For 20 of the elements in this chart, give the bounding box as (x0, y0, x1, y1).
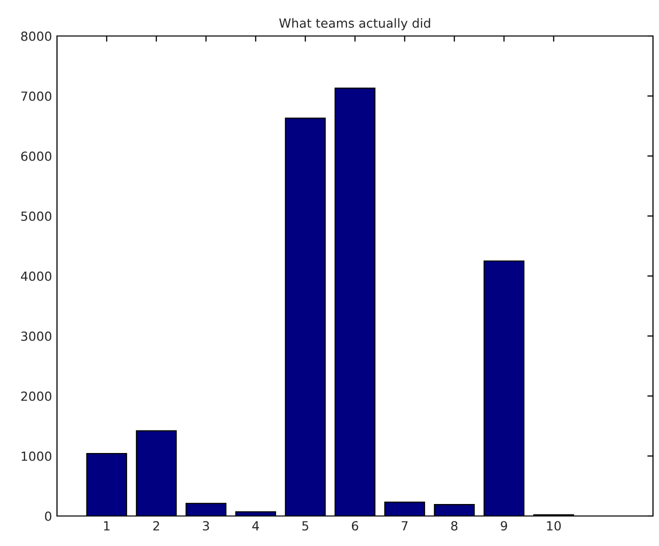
y-tick-label: 3000 (21, 331, 52, 341)
x-tick-label: 1 (104, 521, 110, 530)
y-tick-label: 0 (45, 511, 52, 521)
y-tick-label: 2000 (21, 391, 52, 401)
x-tick-label: 10 (547, 521, 561, 531)
x-tick-label: 7 (402, 521, 408, 530)
chart-title: What teams actually did (279, 18, 430, 30)
x-tick-label: 5 (302, 521, 308, 531)
y-tick-label: 4000 (20, 271, 52, 281)
y-tick-label: 8000 (21, 31, 52, 41)
y-tick-label: 1000 (22, 451, 52, 461)
x-tick-label: 9 (500, 521, 508, 531)
x-tick-label: 6 (352, 521, 358, 531)
y-tick-label: 7000 (21, 91, 52, 101)
x-tick-label: 3 (202, 521, 209, 531)
x-tick-label: 4 (252, 521, 259, 530)
x-tick-label: 8 (451, 521, 458, 531)
y-tick-label: 6000 (21, 151, 52, 161)
y-tick-label: 5000 (21, 211, 52, 221)
x-tick-label: 2 (153, 521, 160, 530)
